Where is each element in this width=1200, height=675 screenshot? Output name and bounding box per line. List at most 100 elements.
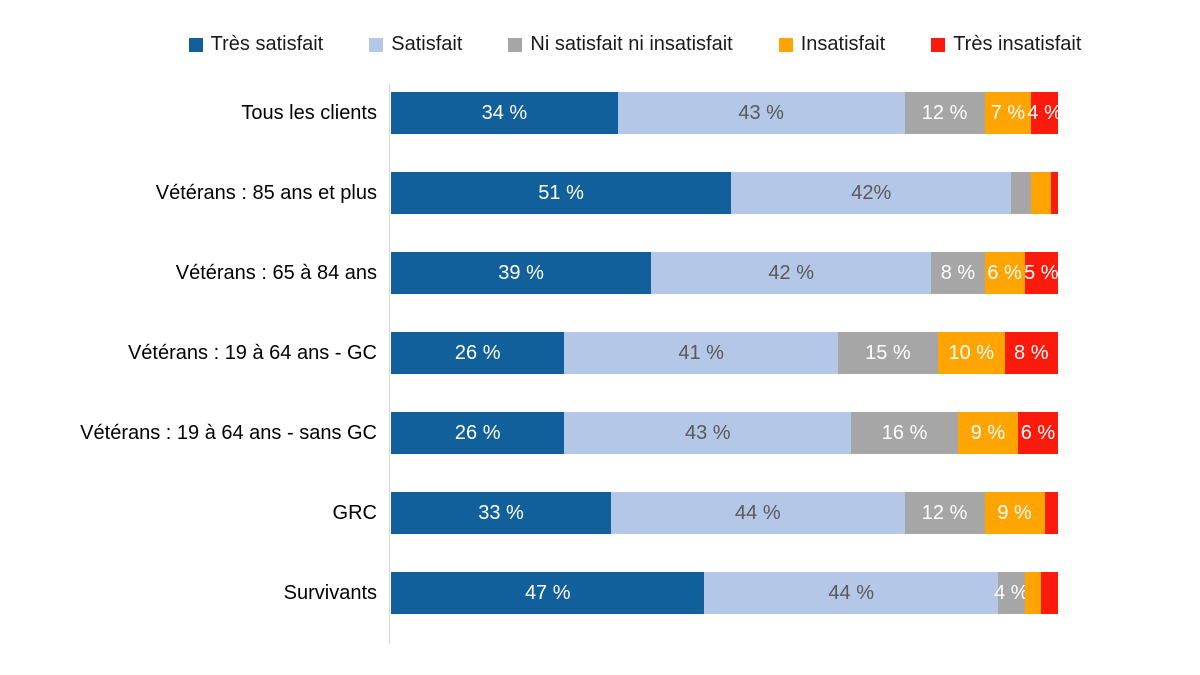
segment-value-label: 44 % [828, 582, 875, 604]
legend-item: Très insatisfait [931, 33, 1081, 56]
segment-value-label: 6 % [987, 262, 1022, 284]
legend-swatch-icon [508, 37, 523, 52]
legend-label: Très satisfait [210, 33, 324, 55]
bar-row: Vétérans : 19 à 64 ans - sans GC 26 % 43 %… [0, 393, 1058, 473]
segment-value-label: 5 % [1024, 262, 1059, 284]
legend-item: Insatisfait [778, 33, 886, 56]
bar-segment: 47 % [391, 572, 705, 614]
bar-segment: 42 % [651, 252, 932, 294]
segment-value-label: 44 % [735, 502, 781, 524]
bar-track: 47 % 44 % 4 % [391, 572, 1058, 614]
segment-value-label: 47 % [524, 582, 571, 604]
segment-value-label: 51 % [538, 182, 584, 204]
bar-segment [1011, 172, 1032, 214]
plot-area: Tous les clients 34 % 43 % 12 % 7 % 4 % Vétéra… [0, 73, 1062, 633]
segment-value-label: 16 % [881, 422, 928, 444]
bar-track: 34 % 43 % 12 % 7 % 4 % [391, 92, 1062, 134]
segment-value-label: 9 % [997, 502, 1032, 524]
bar-row: GRC 33 % 44 % 12 % 9 % [0, 473, 1058, 553]
bar-segment: 44 % [611, 492, 905, 534]
bar-segment: 44 % [704, 572, 998, 614]
segment-value-label: 43 % [738, 102, 784, 124]
segment-value-label: 39 % [498, 262, 544, 284]
bar-segment: 43 % [617, 92, 905, 134]
segment-value-label: 12 % [921, 102, 968, 124]
bar-segment: 4 % [994, 572, 1029, 614]
bar-segment: 26 % [391, 332, 565, 374]
segment-value-label: 8 % [940, 262, 976, 284]
bar-segment [1031, 172, 1052, 214]
segment-value-label: 26 % [454, 422, 501, 444]
legend-label: Satisfait [391, 33, 463, 55]
segment-value-label: 43 % [685, 422, 731, 444]
legend-swatch-icon [369, 37, 384, 52]
bar-segment [1051, 172, 1058, 214]
legend-item: Ni satisfait ni insatisfait [508, 33, 733, 56]
bar-segment: 9 % [984, 492, 1045, 534]
bar-segment: 12 % [904, 92, 985, 134]
bar-track: 26 % 43 % 16 % 9 % 6 % [391, 412, 1058, 454]
bar-row: Vétérans : 65 à 84 ans 39 % 42 % 8 % 6 % 5 % [0, 233, 1059, 313]
segment-value-label: 12 % [921, 502, 968, 524]
legend-swatch-icon [778, 37, 793, 52]
legend-label: Ni satisfait ni insatisfait [530, 33, 733, 55]
bar-segment: 4 % [1027, 92, 1062, 134]
bar-row: Vétérans : 19 à 64 ans - GC 26 % 41 % 15 % 1… [0, 313, 1058, 393]
legend-item: Satisfait [369, 33, 462, 56]
legend: Très satisfait Satisfait Ni satisfait ni i… [90, 33, 1180, 56]
category-label: Vétérans : 19 à 64 ans - GC [127, 341, 377, 364]
bar-segment [1041, 572, 1058, 614]
segment-value-label: 8 % [1014, 342, 1049, 364]
bar-row: Tous les clients 34 % 43 % 12 % 7 % 4 % [0, 73, 1062, 153]
category-label: GRC [332, 501, 377, 524]
bar-segment: 42% [731, 172, 1012, 214]
bar-segment: 43 % [564, 412, 852, 454]
segment-value-label: 15 % [865, 342, 911, 364]
y-axis-line [389, 84, 390, 644]
bar-segment [1024, 572, 1042, 614]
segment-value-label: 4 % [994, 582, 1029, 604]
bar-segment: 16 % [851, 412, 958, 454]
bar-segment: 41 % [564, 332, 838, 374]
segment-value-label: 4 % [1027, 102, 1062, 124]
category-label: Tous les clients [241, 101, 377, 124]
segment-value-label: 33 % [478, 502, 524, 524]
segment-value-label: 42% [851, 182, 892, 204]
bar-segment: 26 % [391, 412, 565, 454]
segment-value-label: 41 % [678, 342, 724, 364]
bar-segment: 10 % [937, 332, 1005, 374]
bar-segment: 33 % [391, 492, 612, 534]
bar-track: 33 % 44 % 12 % 9 % [391, 492, 1058, 534]
legend-label: Insatisfait [800, 33, 886, 55]
bar-segment: 12 % [904, 492, 985, 534]
bar-track: 26 % 41 % 15 % 10 % 8 % [391, 332, 1058, 374]
bar-segment: 34 % [391, 92, 618, 134]
bar-track: 51 % 42% [391, 172, 1058, 214]
bar-segment: 8 % [1004, 332, 1058, 374]
bar-segment: 8 % [931, 252, 985, 294]
bar-segment: 51 % [391, 172, 732, 214]
legend-swatch-icon [931, 37, 946, 52]
bar-track: 39 % 42 % 8 % 6 % 5 % [391, 252, 1059, 294]
segment-value-label: 6 % [1020, 422, 1056, 444]
category-label: Survivants [283, 581, 377, 604]
bar-row: Vétérans : 85 ans et plus 51 % 42% [0, 153, 1058, 233]
segment-value-label: 34 % [481, 102, 528, 124]
legend-swatch-icon [188, 37, 203, 52]
segment-value-label: 10 % [948, 342, 995, 364]
bar-segment: 6 % [1017, 412, 1058, 454]
bar-segment: 15 % [837, 332, 938, 374]
bar-segment: 7 % [984, 92, 1032, 134]
bar-segment: 39 % [391, 252, 652, 294]
category-label: Vétérans : 65 à 84 ans [175, 261, 377, 284]
legend-label: Très insatisfait [953, 33, 1082, 55]
category-label: Vétérans : 85 ans et plus [155, 181, 377, 204]
bar-segment: 9 % [957, 412, 1018, 454]
bar-segment [1044, 492, 1058, 534]
legend-item: Très satisfait [188, 33, 324, 56]
category-label: Vétérans : 19 à 64 ans - sans GC [80, 421, 377, 444]
bar-row: Survivants 47 % 44 % 4 % [0, 553, 1058, 633]
segment-value-label: 26 % [454, 342, 501, 364]
segment-value-label: 42 % [768, 262, 814, 284]
